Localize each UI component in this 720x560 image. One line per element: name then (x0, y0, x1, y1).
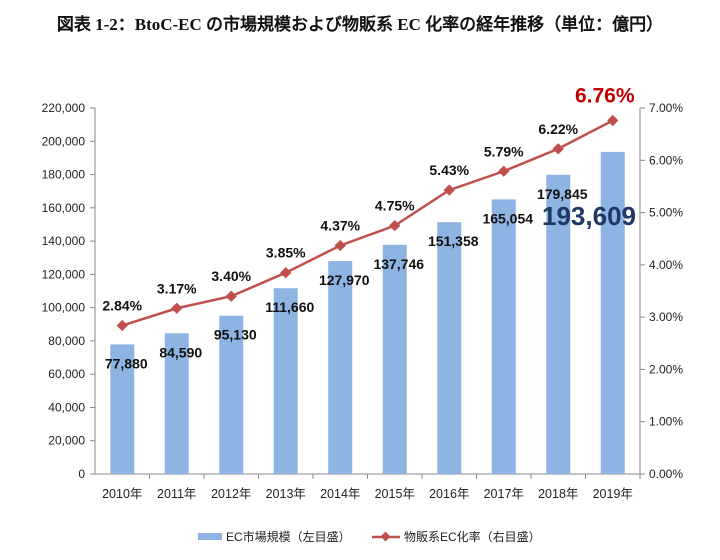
left-tick-label: 180,000 (42, 168, 86, 182)
left-tick-label: 100,000 (42, 301, 86, 315)
left-tick-label: 140,000 (42, 234, 86, 248)
rate-point (334, 239, 346, 252)
left-tick-label: 60,000 (48, 367, 85, 381)
bar (110, 344, 135, 474)
left-tick-label: 220,000 (42, 101, 86, 115)
x-tick-label: 2017年 (484, 487, 524, 501)
x-tick-label: 2016年 (429, 487, 469, 501)
rate-value-label: 5.43% (429, 162, 469, 178)
x-tick-label: 2013年 (266, 487, 306, 501)
legend: EC市場規模（左目盛） 物販系EC化率（右目盛） (198, 529, 541, 544)
x-tick-label: 2015年 (375, 487, 415, 501)
rate-point (280, 267, 292, 279)
bar (437, 222, 462, 474)
bar (328, 261, 353, 474)
bar (164, 333, 189, 474)
bar (219, 315, 244, 474)
rate-value-label: 4.75% (375, 198, 415, 214)
bar-value-label: 137,746 (373, 256, 424, 272)
legend-line-label: 物販系EC化率（右目盛） (404, 529, 541, 544)
rate-value-label: 6.76% (575, 85, 635, 108)
chart-title: 図表 1-2：BtoC-EC の市場規模および物販系 EC 化率の経年推移（単位… (57, 14, 663, 34)
right-tick-label: 6.00% (649, 153, 683, 167)
bar (273, 288, 298, 474)
rate-value-label: 3.85% (266, 245, 306, 261)
left-tick-label: 120,000 (42, 267, 86, 281)
legend-diamond-marker (380, 531, 391, 542)
right-tick-label: 0.00% (649, 467, 683, 481)
x-tick-label: 2019年 (593, 487, 633, 501)
bar-value-label: 193,609 (542, 201, 636, 231)
bar-value-label: 77,880 (105, 355, 148, 371)
rate-point (498, 165, 510, 177)
rate-value-label: 3.17% (157, 280, 197, 296)
bar-value-label: 165,054 (482, 210, 533, 226)
rate-point (225, 290, 237, 302)
bar (600, 151, 625, 474)
x-tick-label: 2012年 (211, 487, 251, 501)
right-tick-label: 5.00% (649, 206, 683, 220)
left-tick-label: 80,000 (48, 334, 85, 348)
left-tick-label: 160,000 (42, 201, 86, 215)
left-tick-label: 40,000 (48, 400, 85, 414)
right-tick-label: 7.00% (649, 101, 683, 115)
right-tick-label: 1.00% (649, 415, 683, 429)
bar (382, 244, 407, 474)
rate-value-label: 2.84% (102, 298, 142, 314)
right-tick-label: 3.00% (649, 310, 683, 324)
x-tick-label: 2014年 (320, 487, 360, 501)
rate-point (552, 143, 564, 155)
bar-value-label: 84,590 (159, 344, 202, 360)
rate-point (116, 319, 128, 332)
bar (491, 199, 516, 474)
rate-value-label: 3.40% (211, 268, 251, 284)
bar-value-label: 127,970 (319, 272, 370, 288)
bar (546, 174, 571, 474)
x-tick-label: 2010年 (102, 487, 142, 501)
rate-value-label: 5.79% (484, 143, 524, 159)
left-tick-label: 200,000 (42, 134, 86, 148)
rate-point (389, 219, 401, 232)
left-tick-label: 0 (78, 467, 85, 481)
rate-point (607, 114, 619, 127)
legend-bar-swatch (198, 533, 222, 540)
rate-point (443, 184, 455, 196)
bar-value-label: 111,660 (265, 299, 314, 315)
bar-value-label: 95,130 (214, 327, 257, 343)
rate-point (171, 302, 183, 314)
rate-line (121, 119, 614, 327)
rate-value-label: 6.22% (538, 121, 578, 137)
x-tick-label: 2011年 (157, 487, 196, 501)
bar-value-label: 151,358 (428, 233, 479, 249)
right-tick-label: 4.00% (649, 258, 683, 272)
rate-value-label: 4.37% (320, 218, 360, 234)
x-tick-label: 2018年 (538, 487, 578, 501)
bar-value-label: 179,845 (537, 186, 588, 202)
left-tick-label: 20,000 (48, 434, 85, 448)
right-tick-label: 2.00% (649, 362, 683, 376)
legend-bar-label: EC市場規模（左目盛） (226, 529, 351, 544)
